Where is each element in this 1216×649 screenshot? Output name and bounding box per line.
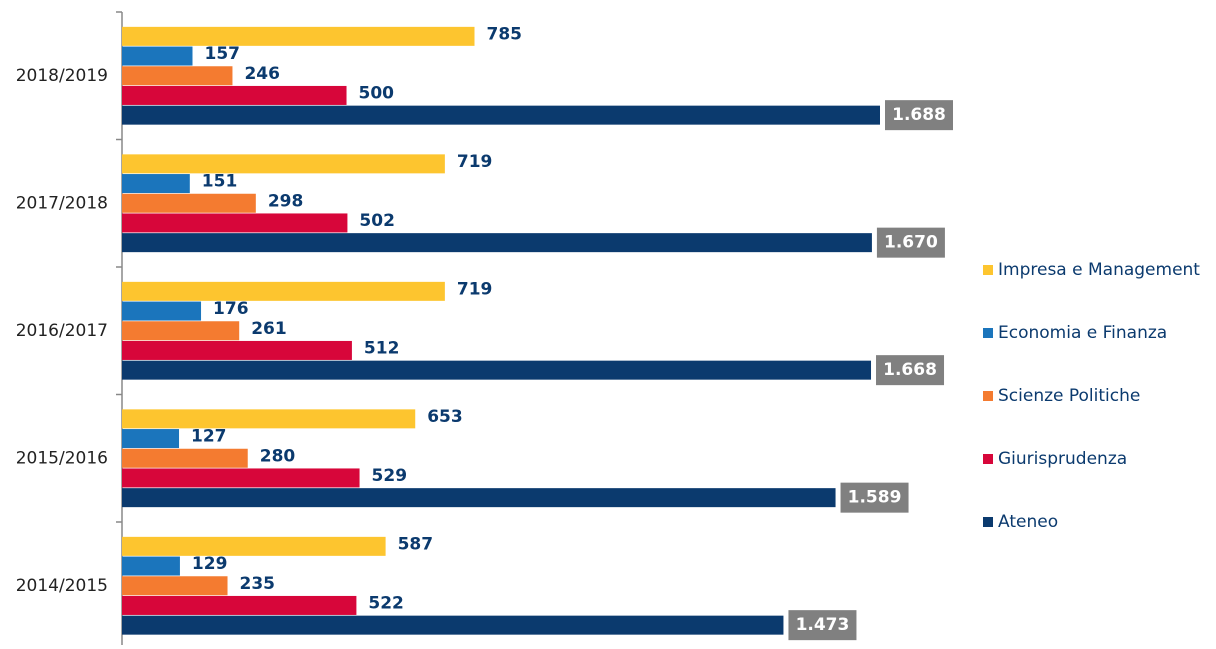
value-label: 653: [427, 407, 463, 427]
value-label-box: [788, 610, 857, 641]
value-label-box: [840, 482, 909, 513]
bar: [122, 281, 445, 301]
value-label: 235: [240, 574, 276, 594]
bar: [122, 233, 872, 253]
value-label: 522: [368, 593, 404, 613]
value-label: 1.668: [883, 360, 937, 380]
legend-label: Economia e Finanza: [998, 323, 1167, 343]
bar: [122, 576, 228, 596]
value-label: 157: [205, 44, 241, 64]
y-tick-label: 2018/2019: [16, 66, 108, 86]
y-tick-label: 2017/2018: [16, 193, 108, 213]
value-label: 246: [244, 64, 280, 84]
bar: [122, 301, 202, 321]
value-label: 1.473: [796, 615, 850, 635]
bar: [122, 174, 190, 194]
legend-label: Scienze Politiche: [998, 386, 1140, 406]
bar: [122, 321, 240, 341]
bar: [122, 26, 475, 46]
value-label: 719: [457, 152, 493, 172]
bar: [122, 213, 348, 233]
value-label-box: [885, 100, 953, 131]
value-label: 127: [191, 427, 227, 447]
value-label: 129: [192, 554, 228, 574]
value-label: 512: [364, 338, 400, 358]
value-label-box: [876, 355, 945, 386]
bar: [122, 429, 180, 449]
value-label: 529: [372, 466, 408, 486]
bar: [122, 46, 193, 66]
y-tick-label: 2015/2016: [16, 448, 108, 468]
bar: [122, 468, 360, 488]
bar: [122, 85, 347, 105]
value-label: 298: [268, 191, 304, 211]
bar: [122, 409, 416, 429]
value-label: 176: [213, 299, 249, 319]
value-label: 502: [359, 211, 395, 231]
bar: [122, 193, 256, 213]
legend-swatch: [983, 391, 993, 401]
bar: [122, 66, 233, 86]
bar: [122, 615, 784, 635]
value-label: 151: [202, 172, 238, 192]
value-label: 1.670: [884, 233, 938, 253]
value-label: 785: [487, 24, 523, 44]
value-label: 719: [457, 279, 493, 299]
value-label: 500: [359, 83, 395, 103]
legend-label: Impresa e Management: [998, 260, 1200, 280]
bar: [122, 448, 248, 468]
legend-label: Ateneo: [998, 512, 1058, 532]
value-label-box: [876, 227, 945, 258]
bar: [122, 536, 386, 556]
y-tick-label: 2016/2017: [16, 321, 108, 341]
value-label: 1.688: [892, 105, 946, 125]
legend-swatch: [983, 454, 993, 464]
bar: [122, 340, 352, 360]
legend-swatch: [983, 265, 993, 275]
legend-label: Giurisprudenza: [998, 449, 1127, 469]
bar: [122, 556, 180, 576]
value-label: 280: [260, 446, 296, 466]
bar: [122, 154, 445, 174]
bar: [122, 105, 880, 125]
y-tick-label: 2014/2015: [16, 576, 108, 596]
value-label: 587: [398, 534, 434, 554]
value-label: 1.589: [848, 488, 902, 508]
legend-swatch: [983, 517, 993, 527]
value-label: 261: [251, 319, 287, 339]
bar: [122, 360, 872, 380]
legend-swatch: [983, 328, 993, 338]
bar: [122, 488, 836, 508]
bar: [122, 595, 357, 615]
